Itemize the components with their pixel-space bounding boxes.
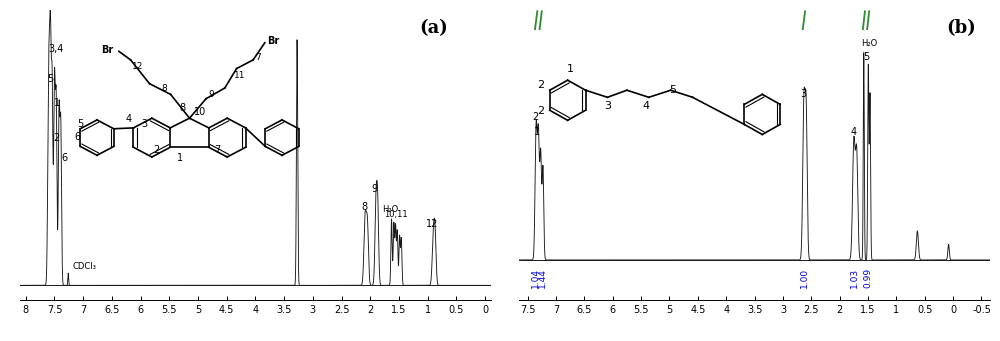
Text: 1: 1 [54, 99, 60, 108]
Text: 1.44: 1.44 [538, 268, 547, 287]
Text: 1.03: 1.03 [850, 268, 859, 288]
Text: 12: 12 [426, 219, 438, 229]
Text: 5: 5 [47, 74, 53, 84]
Text: 1.00: 1.00 [800, 268, 809, 288]
Text: 4: 4 [850, 127, 856, 137]
Text: 8: 8 [361, 202, 368, 212]
Text: (a): (a) [420, 19, 448, 37]
Text: H₂O: H₂O [382, 205, 399, 214]
Text: 5: 5 [863, 51, 870, 61]
Text: 10,11: 10,11 [384, 210, 407, 219]
Text: 1: 1 [534, 127, 540, 137]
Text: 0.99: 0.99 [863, 268, 872, 288]
Text: 9: 9 [372, 184, 378, 194]
Text: H₂O: H₂O [862, 39, 878, 48]
Text: 6: 6 [61, 152, 67, 163]
Text: 3,4: 3,4 [49, 44, 64, 55]
Text: 1.04: 1.04 [531, 268, 540, 288]
Text: 2: 2 [532, 112, 539, 122]
Text: 2: 2 [53, 133, 59, 143]
Text: (b): (b) [946, 19, 976, 37]
Text: CDCl₃: CDCl₃ [73, 262, 97, 271]
Text: 3: 3 [800, 89, 806, 100]
